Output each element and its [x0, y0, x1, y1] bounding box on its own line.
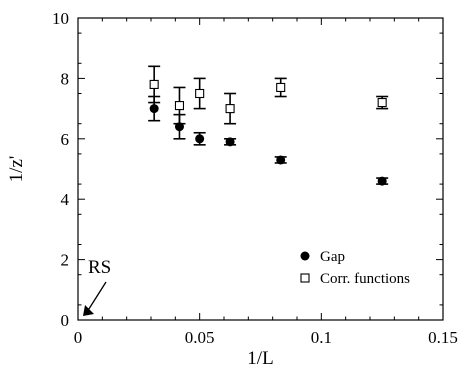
annotation-arrow-shaft	[86, 281, 107, 313]
y-tick-label: 10	[52, 9, 69, 28]
data-point	[276, 155, 286, 165]
ticks: 0 0.05 0.1 0.15 0 2 4 6 8 10	[52, 9, 458, 347]
x-tick-label: 0.05	[185, 328, 215, 347]
x-tick-label: 0.15	[428, 328, 458, 347]
y-tick-label: 2	[61, 251, 70, 270]
annotation-arrow-head	[83, 305, 94, 316]
data-point	[377, 98, 387, 108]
data-point	[276, 82, 286, 93]
legend-marker	[300, 273, 310, 283]
data-point	[149, 104, 159, 114]
y-tick-label: 4	[61, 190, 70, 209]
x-tick-label: 0.1	[311, 328, 332, 347]
data-point	[149, 79, 159, 89]
data-point	[195, 134, 205, 144]
x-axis-label: 1/L	[247, 348, 273, 369]
data-layer	[148, 65, 389, 186]
y-tick-label: 6	[61, 130, 70, 149]
axes	[77, 17, 444, 321]
annotations: RS	[83, 257, 111, 316]
data-point	[174, 101, 185, 111]
y-tick-label: 0	[61, 311, 70, 330]
legend-label: Corr. functions	[320, 271, 410, 287]
series-corr-functions	[148, 65, 389, 125]
data-point	[225, 137, 235, 147]
data-point	[195, 88, 205, 99]
annotation-label: RS	[88, 257, 111, 278]
legend: Gap Corr. functions	[300, 249, 410, 287]
legend-label: Gap	[320, 249, 345, 265]
y-axis-label: 1/z'	[6, 156, 27, 183]
x-tick-label: 0	[74, 328, 83, 347]
y-tick-label: 8	[61, 69, 70, 88]
data-point	[377, 176, 387, 186]
data-point	[225, 104, 235, 114]
series-gap	[148, 95, 389, 186]
plot-frame	[77, 17, 444, 321]
legend-marker	[300, 251, 310, 261]
